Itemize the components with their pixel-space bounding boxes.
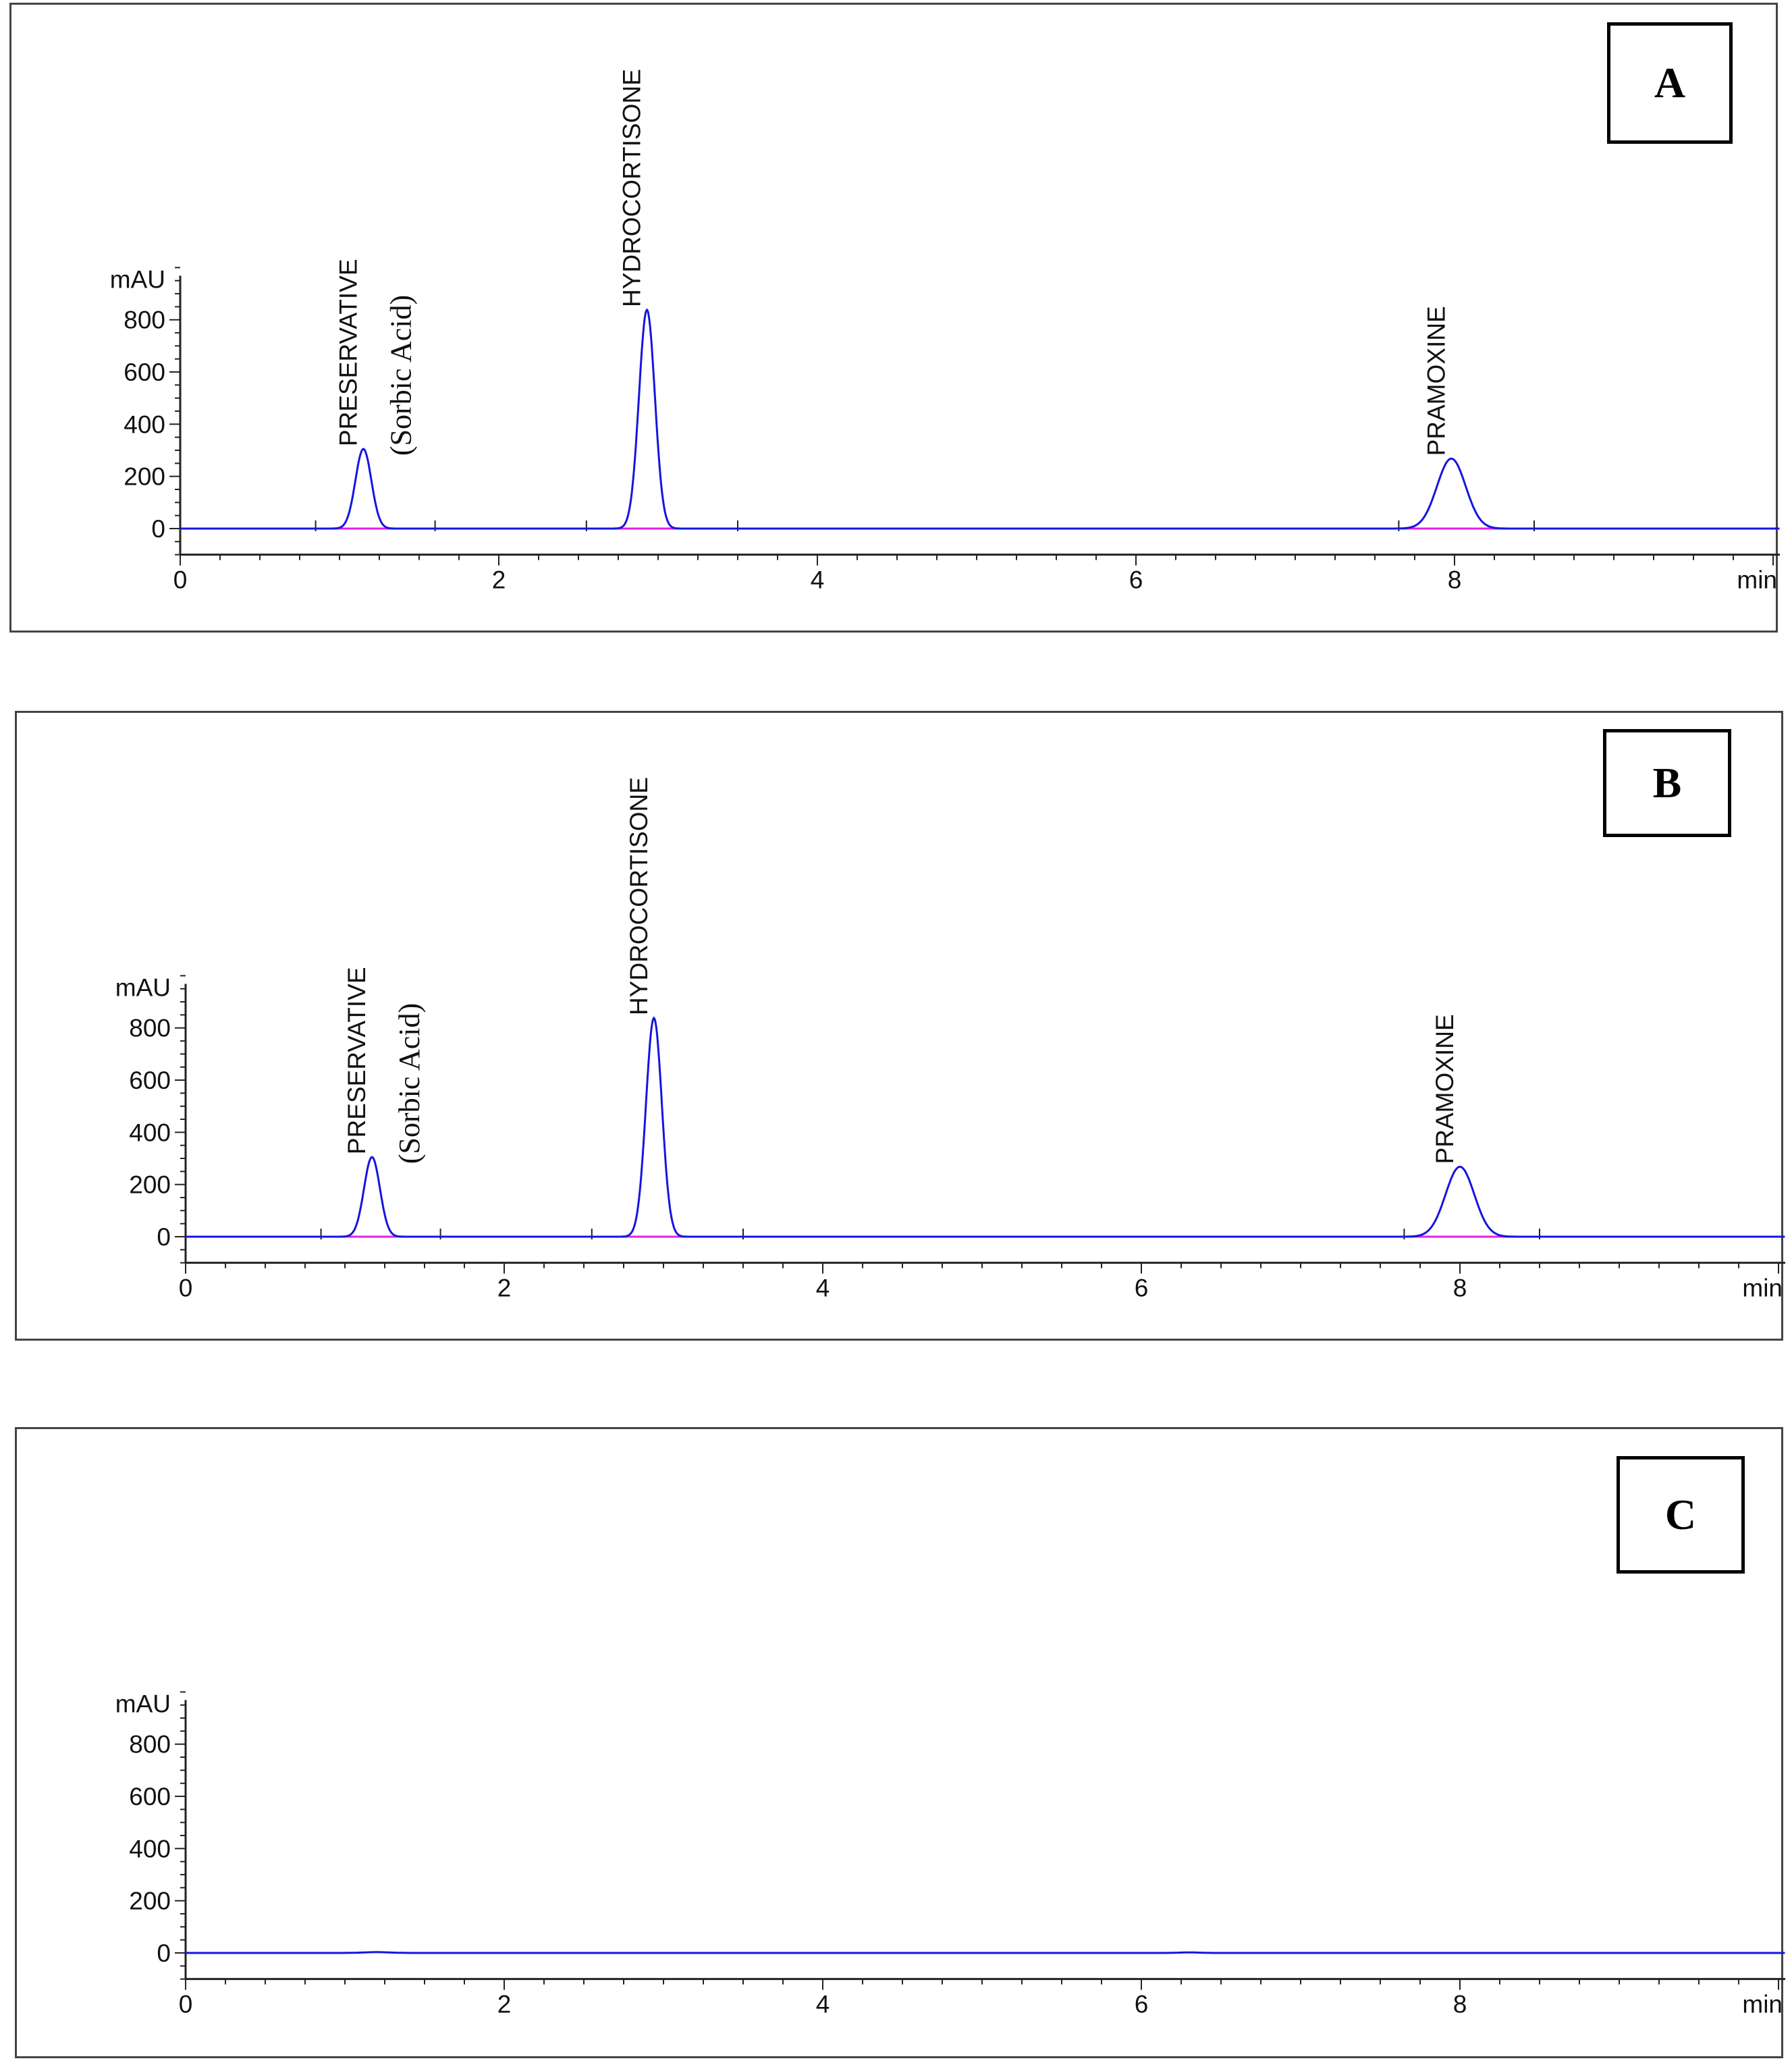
- chromatogram-trace: [186, 1951, 1785, 1954]
- y-axis-unit: mAU: [115, 1690, 171, 1717]
- chromatogram-panel-a: 0 200 400 600 800 mAU 0 2 4 6 8 min PRESERVATIVE (Sor…: [9, 3, 1780, 633]
- x-tick-label: 4: [811, 566, 825, 594]
- y-tick-label: 600: [129, 1783, 171, 1811]
- peak-label: HYDROCORTISONE: [618, 69, 645, 307]
- x-tick-label: 2: [492, 566, 506, 594]
- x-tick-label: 4: [816, 1275, 830, 1302]
- y-tick-label: 400: [129, 1119, 171, 1146]
- y-tick-label: 200: [129, 1887, 171, 1915]
- x-tick-label: 0: [173, 566, 188, 594]
- y-tick-label: 0: [157, 1939, 171, 1967]
- peak-label: PRAMOXINE: [1422, 306, 1450, 456]
- peak-note-label: (Sorbic Acid): [384, 295, 417, 456]
- y-axis-unit: mAU: [110, 265, 165, 293]
- x-tick-label: 8: [1448, 566, 1462, 594]
- y-tick-label: 800: [129, 1015, 171, 1042]
- x-tick-label: 6: [1135, 1275, 1149, 1302]
- peak-label: PRAMOXINE: [1431, 1014, 1459, 1164]
- y-axis-unit: mAU: [115, 973, 171, 1001]
- x-axis-unit: min: [1742, 1275, 1783, 1302]
- peak-label: HYDROCORTISONE: [625, 777, 653, 1015]
- x-tick-label: 6: [1135, 1991, 1149, 2018]
- y-tick-label: 800: [124, 306, 165, 334]
- chromatogram-panel-c: 0 200 400 600 800 mAU 0 2 4 6 8 min C: [15, 1427, 1785, 2058]
- x-tick-label: 0: [179, 1991, 193, 2018]
- x-axis-unit: min: [1737, 566, 1777, 594]
- y-tick-label: 600: [124, 358, 165, 386]
- chromatogram-trace: [180, 308, 1780, 530]
- peak-label: PRESERVATIVE: [334, 259, 362, 446]
- peak-label: PRESERVATIVE: [343, 967, 371, 1154]
- panel-label-c: C: [1617, 1456, 1745, 1574]
- y-tick-label: 0: [151, 515, 165, 543]
- x-tick-label: 2: [497, 1991, 512, 2018]
- x-tick-label: 8: [1453, 1991, 1467, 2018]
- y-tick-label: 200: [129, 1171, 171, 1199]
- y-tick-label: 400: [129, 1835, 171, 1862]
- y-tick-label: 800: [129, 1731, 171, 1759]
- chromatogram-trace: [186, 1016, 1785, 1238]
- panel-label-b: B: [1603, 729, 1731, 837]
- y-tick-label: 600: [129, 1067, 171, 1094]
- y-tick-label: 200: [124, 463, 165, 491]
- chart-a: 0 200 400 600 800 mAU 0 2 4 6 8 min PRESERVATIVE (Sor…: [110, 69, 1780, 594]
- x-tick-label: 0: [179, 1275, 193, 1302]
- x-tick-label: 8: [1453, 1275, 1467, 1302]
- x-tick-label: 2: [497, 1275, 512, 1302]
- y-tick-label: 400: [124, 410, 165, 438]
- x-tick-label: 6: [1129, 566, 1143, 594]
- chromatogram-panel-b: 0 200 400 600 800 mAU 0 2 4 6 8 min PRESERVATIVE (Sor…: [15, 711, 1785, 1341]
- chart-b: 0 200 400 600 800 mAU 0 2 4 6 8 min PRESERVATIVE (Sor…: [115, 777, 1785, 1302]
- y-tick-label: 0: [157, 1223, 171, 1251]
- peak-note-label: (Sorbic Acid): [393, 1003, 426, 1164]
- x-axis-unit: min: [1742, 1991, 1783, 2018]
- chart-c: 0 200 400 600 800 mAU 0 2 4 6 8 min: [115, 1690, 1785, 2018]
- panel-label-a: A: [1607, 22, 1733, 144]
- x-tick-label: 4: [816, 1991, 830, 2018]
